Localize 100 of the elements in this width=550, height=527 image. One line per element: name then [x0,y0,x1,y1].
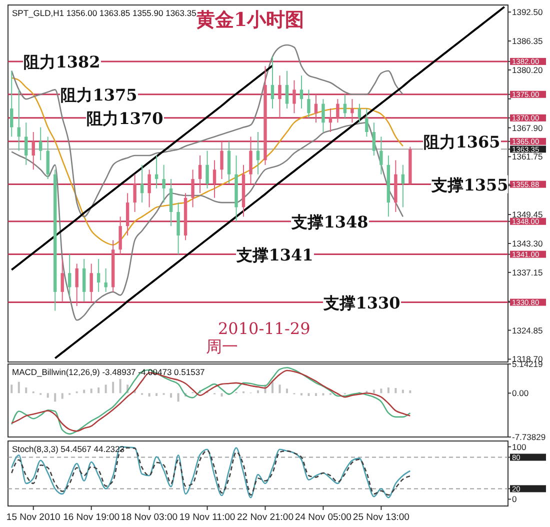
candlestick [285,70,289,109]
bar [18,382,20,394]
x-tick-label: 22 Nov 21:00 [236,512,294,523]
bar [112,382,114,394]
candlestick [401,164,405,208]
candlestick [75,263,78,307]
candlestick [17,89,20,152]
ref-line-label: 阻力1382 [24,52,100,72]
ref-line-label: 阻力1370 [86,108,164,128]
candlestick [24,122,28,166]
bar [90,388,92,394]
annotation: 2010-11-29 [218,319,310,338]
candlestick [256,131,260,175]
bar [286,388,288,394]
bar [278,384,281,394]
chart-title: 黄金1小时图 [194,9,304,31]
bar [61,393,64,399]
ref-line-label: 支撑1330 [322,293,400,312]
ref-line-label: 支撑1355 [430,175,508,194]
candlestick [96,258,100,292]
y-tick-label: 1324.85 [512,325,543,336]
bar [104,384,107,394]
candlestick [328,108,332,132]
ref-line-label: 阻力1375 [60,85,138,104]
bar [308,393,310,396]
x-tick-label: 24 Nov 05:00 [294,512,352,523]
bar [156,393,158,396]
ref-line-label: 支撑1341 [236,245,314,264]
candlestick [198,155,202,194]
candlestick [292,80,296,114]
bar [177,393,180,402]
candlestick [90,263,93,302]
candlestick [212,160,216,198]
candlestick [336,98,340,124]
candlestick [60,258,64,302]
bar [394,388,397,394]
bar [148,393,150,397]
y-tick-label: 1380.20 [512,64,543,75]
bar [271,382,274,394]
candlestick [133,174,136,212]
bar [46,393,49,398]
bar [314,393,317,396]
candlestick [39,126,42,161]
y-tick-label: 1361.75 [512,152,543,162]
candlestick [380,136,383,175]
candlestick [10,70,14,138]
annotation: 周一 [206,337,238,356]
candlestick [126,192,130,236]
y-tick-label: 1386.35 [512,36,543,46]
candlestick [300,75,304,109]
candlestick [358,103,362,124]
candlestick [82,258,86,302]
x-tick-label: 19 Nov 11:00 [179,512,236,523]
candlestick [249,136,252,184]
bar [98,387,100,394]
bar [119,378,122,394]
x-tick-label: 15 Nov 2010 [6,512,60,523]
chart-subtitle: SPT_GLD,H1 1356.00 1363.85 1355.90 1363.35 [12,8,197,18]
y-tick-label: 1392.50 [512,7,543,18]
candlestick [350,98,354,124]
bar [220,393,223,397]
candlestick [32,131,35,170]
x-tick-label: 25 Nov 13:00 [352,512,410,523]
bar [83,390,86,394]
y-tick-label: 1367.90 [512,122,543,133]
bar [170,393,172,398]
x-tick-label: 16 Nov 19:00 [63,512,120,523]
y-tick-label: 100 [512,442,526,452]
y-tick-label: 1343.30 [512,238,543,248]
candlestick [68,254,72,298]
candlestick [206,150,209,189]
candlestick [176,202,180,255]
bar [402,390,404,394]
candlestick [148,169,151,208]
ref-line-label: 阻力1365 [424,132,500,152]
bar [10,384,13,394]
ref-line-label: 支撑1348 [290,212,368,232]
bar [25,387,28,394]
y-tick-label: 0 [512,494,517,504]
candlestick [118,216,122,255]
candlestick [322,98,325,132]
candlestick [307,89,310,118]
candlestick [104,268,108,292]
candlestick [140,164,144,204]
x-tick-label: 18 Nov 03:00 [121,512,178,523]
bar [380,388,382,394]
candlestick [46,136,50,180]
candlestick [154,155,158,189]
bar [372,390,375,394]
bar [387,387,390,394]
y-tick-label: 1337.15 [512,267,543,278]
y-tick-label: 1349.45 [512,210,543,220]
candlestick [372,122,376,156]
candlestick [343,94,347,118]
candlestick [227,140,231,184]
candlestick [169,178,173,227]
candlestick [191,169,194,208]
candlestick [278,75,282,118]
y-tick-label: 0.00 [512,388,529,398]
candlestick [162,164,166,204]
